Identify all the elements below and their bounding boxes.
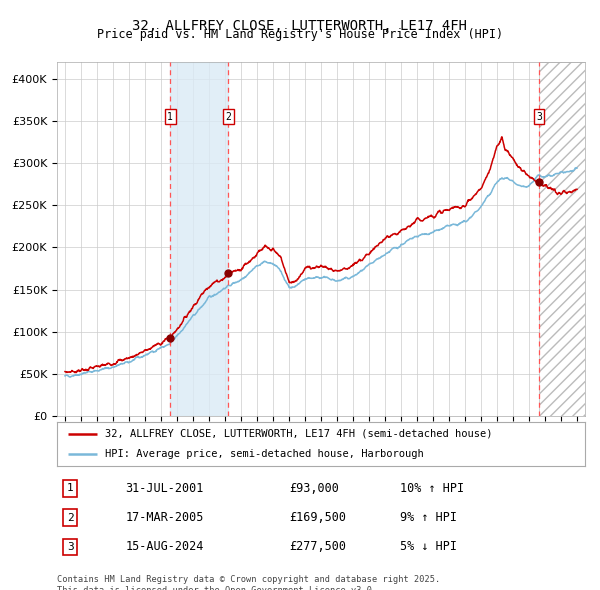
Text: £277,500: £277,500 (289, 540, 346, 553)
Text: 31-JUL-2001: 31-JUL-2001 (125, 482, 204, 495)
Text: 3: 3 (67, 542, 74, 552)
Text: 10% ↑ HPI: 10% ↑ HPI (400, 482, 464, 495)
Text: £93,000: £93,000 (289, 482, 339, 495)
Text: 3: 3 (536, 112, 542, 122)
Text: Contains HM Land Registry data © Crown copyright and database right 2025.
This d: Contains HM Land Registry data © Crown c… (57, 575, 440, 590)
Text: £169,500: £169,500 (289, 511, 346, 525)
Text: 17-MAR-2005: 17-MAR-2005 (125, 511, 204, 525)
Text: 9% ↑ HPI: 9% ↑ HPI (400, 511, 457, 525)
Text: 5% ↓ HPI: 5% ↓ HPI (400, 540, 457, 553)
Text: 32, ALLFREY CLOSE, LUTTERWORTH, LE17 4FH (semi-detached house): 32, ALLFREY CLOSE, LUTTERWORTH, LE17 4FH… (104, 429, 492, 439)
Text: 2: 2 (67, 513, 74, 523)
Text: 1: 1 (67, 483, 74, 493)
Text: Price paid vs. HM Land Registry's House Price Index (HPI): Price paid vs. HM Land Registry's House … (97, 28, 503, 41)
Bar (170, 62, 229, 416)
Text: 32, ALLFREY CLOSE, LUTTERWORTH, LE17 4FH: 32, ALLFREY CLOSE, LUTTERWORTH, LE17 4FH (133, 19, 467, 33)
Bar (539, 62, 600, 416)
Text: HPI: Average price, semi-detached house, Harborough: HPI: Average price, semi-detached house,… (104, 449, 423, 459)
Text: 1: 1 (167, 112, 173, 122)
Text: 2: 2 (226, 112, 231, 122)
Text: 15-AUG-2024: 15-AUG-2024 (125, 540, 204, 553)
